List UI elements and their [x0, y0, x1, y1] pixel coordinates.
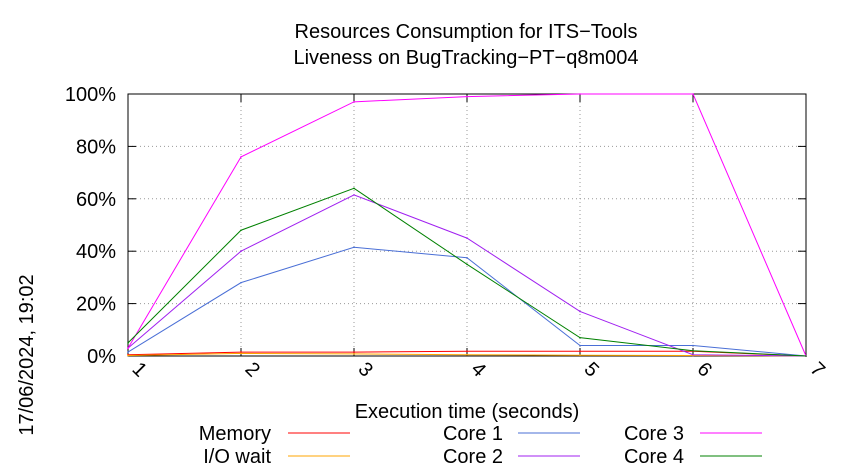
data-point-core-1	[240, 281, 242, 284]
data-point-core-1	[353, 246, 355, 249]
x-tick-label: 2	[241, 358, 264, 381]
legend-label: Core 1	[443, 423, 503, 445]
data-point-core-2	[579, 310, 581, 313]
y-tick-label: 0%	[87, 346, 116, 368]
data-point-core-4	[353, 187, 355, 190]
data-point-memory	[466, 350, 468, 353]
data-point-i-o-wait	[466, 353, 468, 356]
data-point-core-3	[466, 95, 468, 98]
x-tick-label: 3	[354, 358, 377, 381]
data-point-core-4	[240, 229, 242, 232]
data-point-core-3	[692, 93, 694, 95]
y-tick-label: 80%	[76, 136, 116, 158]
data-point-memory	[240, 351, 242, 353]
data-point-core-4	[579, 336, 581, 339]
x-tick-label: 1	[128, 358, 151, 381]
y-tick-label: 60%	[76, 189, 116, 211]
data-point-core-1	[127, 351, 129, 353]
data-point-core-4	[692, 349, 694, 352]
data-point-memory	[579, 350, 581, 353]
data-point-i-o-wait	[353, 353, 355, 355]
data-point-core-3	[127, 347, 129, 349]
series-line-core-2	[127, 194, 807, 357]
data-point-i-o-wait	[127, 354, 129, 357]
chart-subtitle: Liveness on BugTracking−PT−q8m004	[293, 47, 638, 69]
y-tick-label: 100%	[65, 84, 116, 106]
data-point-core-2	[353, 194, 355, 196]
data-point-core-2	[240, 250, 242, 252]
x-tick-label: 5	[580, 358, 603, 381]
data-point-core-3	[353, 101, 355, 103]
x-tick-label: 7	[806, 358, 829, 381]
data-point-core-3	[240, 156, 242, 158]
legend-label: Memory	[199, 423, 271, 445]
data-point-core-3	[579, 93, 581, 95]
timestamp-label: 17/06/2024, 19:02	[16, 274, 38, 435]
legend-label: Core 2	[443, 446, 503, 468]
legend-label: Core 3	[624, 423, 684, 445]
data-point-i-o-wait	[579, 354, 581, 357]
x-axis-label: Execution time (seconds)	[355, 401, 580, 423]
data-point-core-2	[692, 353, 694, 356]
data-point-core-1	[692, 344, 694, 347]
plot-border	[127, 93, 807, 357]
data-point-i-o-wait	[240, 352, 242, 355]
x-tick-label: 6	[693, 358, 716, 381]
x-tick-label: 4	[467, 358, 490, 381]
data-point-core-2	[466, 237, 468, 239]
data-point-core-1	[466, 256, 468, 259]
data-point-core-4	[805, 355, 807, 357]
grid	[128, 94, 806, 356]
chart-title: Resources Consumption for ITS−Tools	[295, 21, 638, 43]
legend-label: I/O wait	[203, 446, 271, 468]
series-line-core-3	[127, 93, 807, 357]
y-tick-label: 20%	[76, 294, 116, 316]
y-tick-label: 40%	[76, 241, 116, 263]
data-point-core-1	[579, 344, 581, 347]
data-point-memory	[353, 351, 355, 353]
axis-ticks: 0% 20% 40% 60% 80% 100% 1 2 3 4 5 6 7	[65, 84, 829, 381]
legend-label: Core 4	[624, 446, 684, 468]
plot-series	[127, 93, 807, 357]
data-point-core-4	[466, 263, 468, 266]
data-point-core-4	[127, 342, 129, 344]
